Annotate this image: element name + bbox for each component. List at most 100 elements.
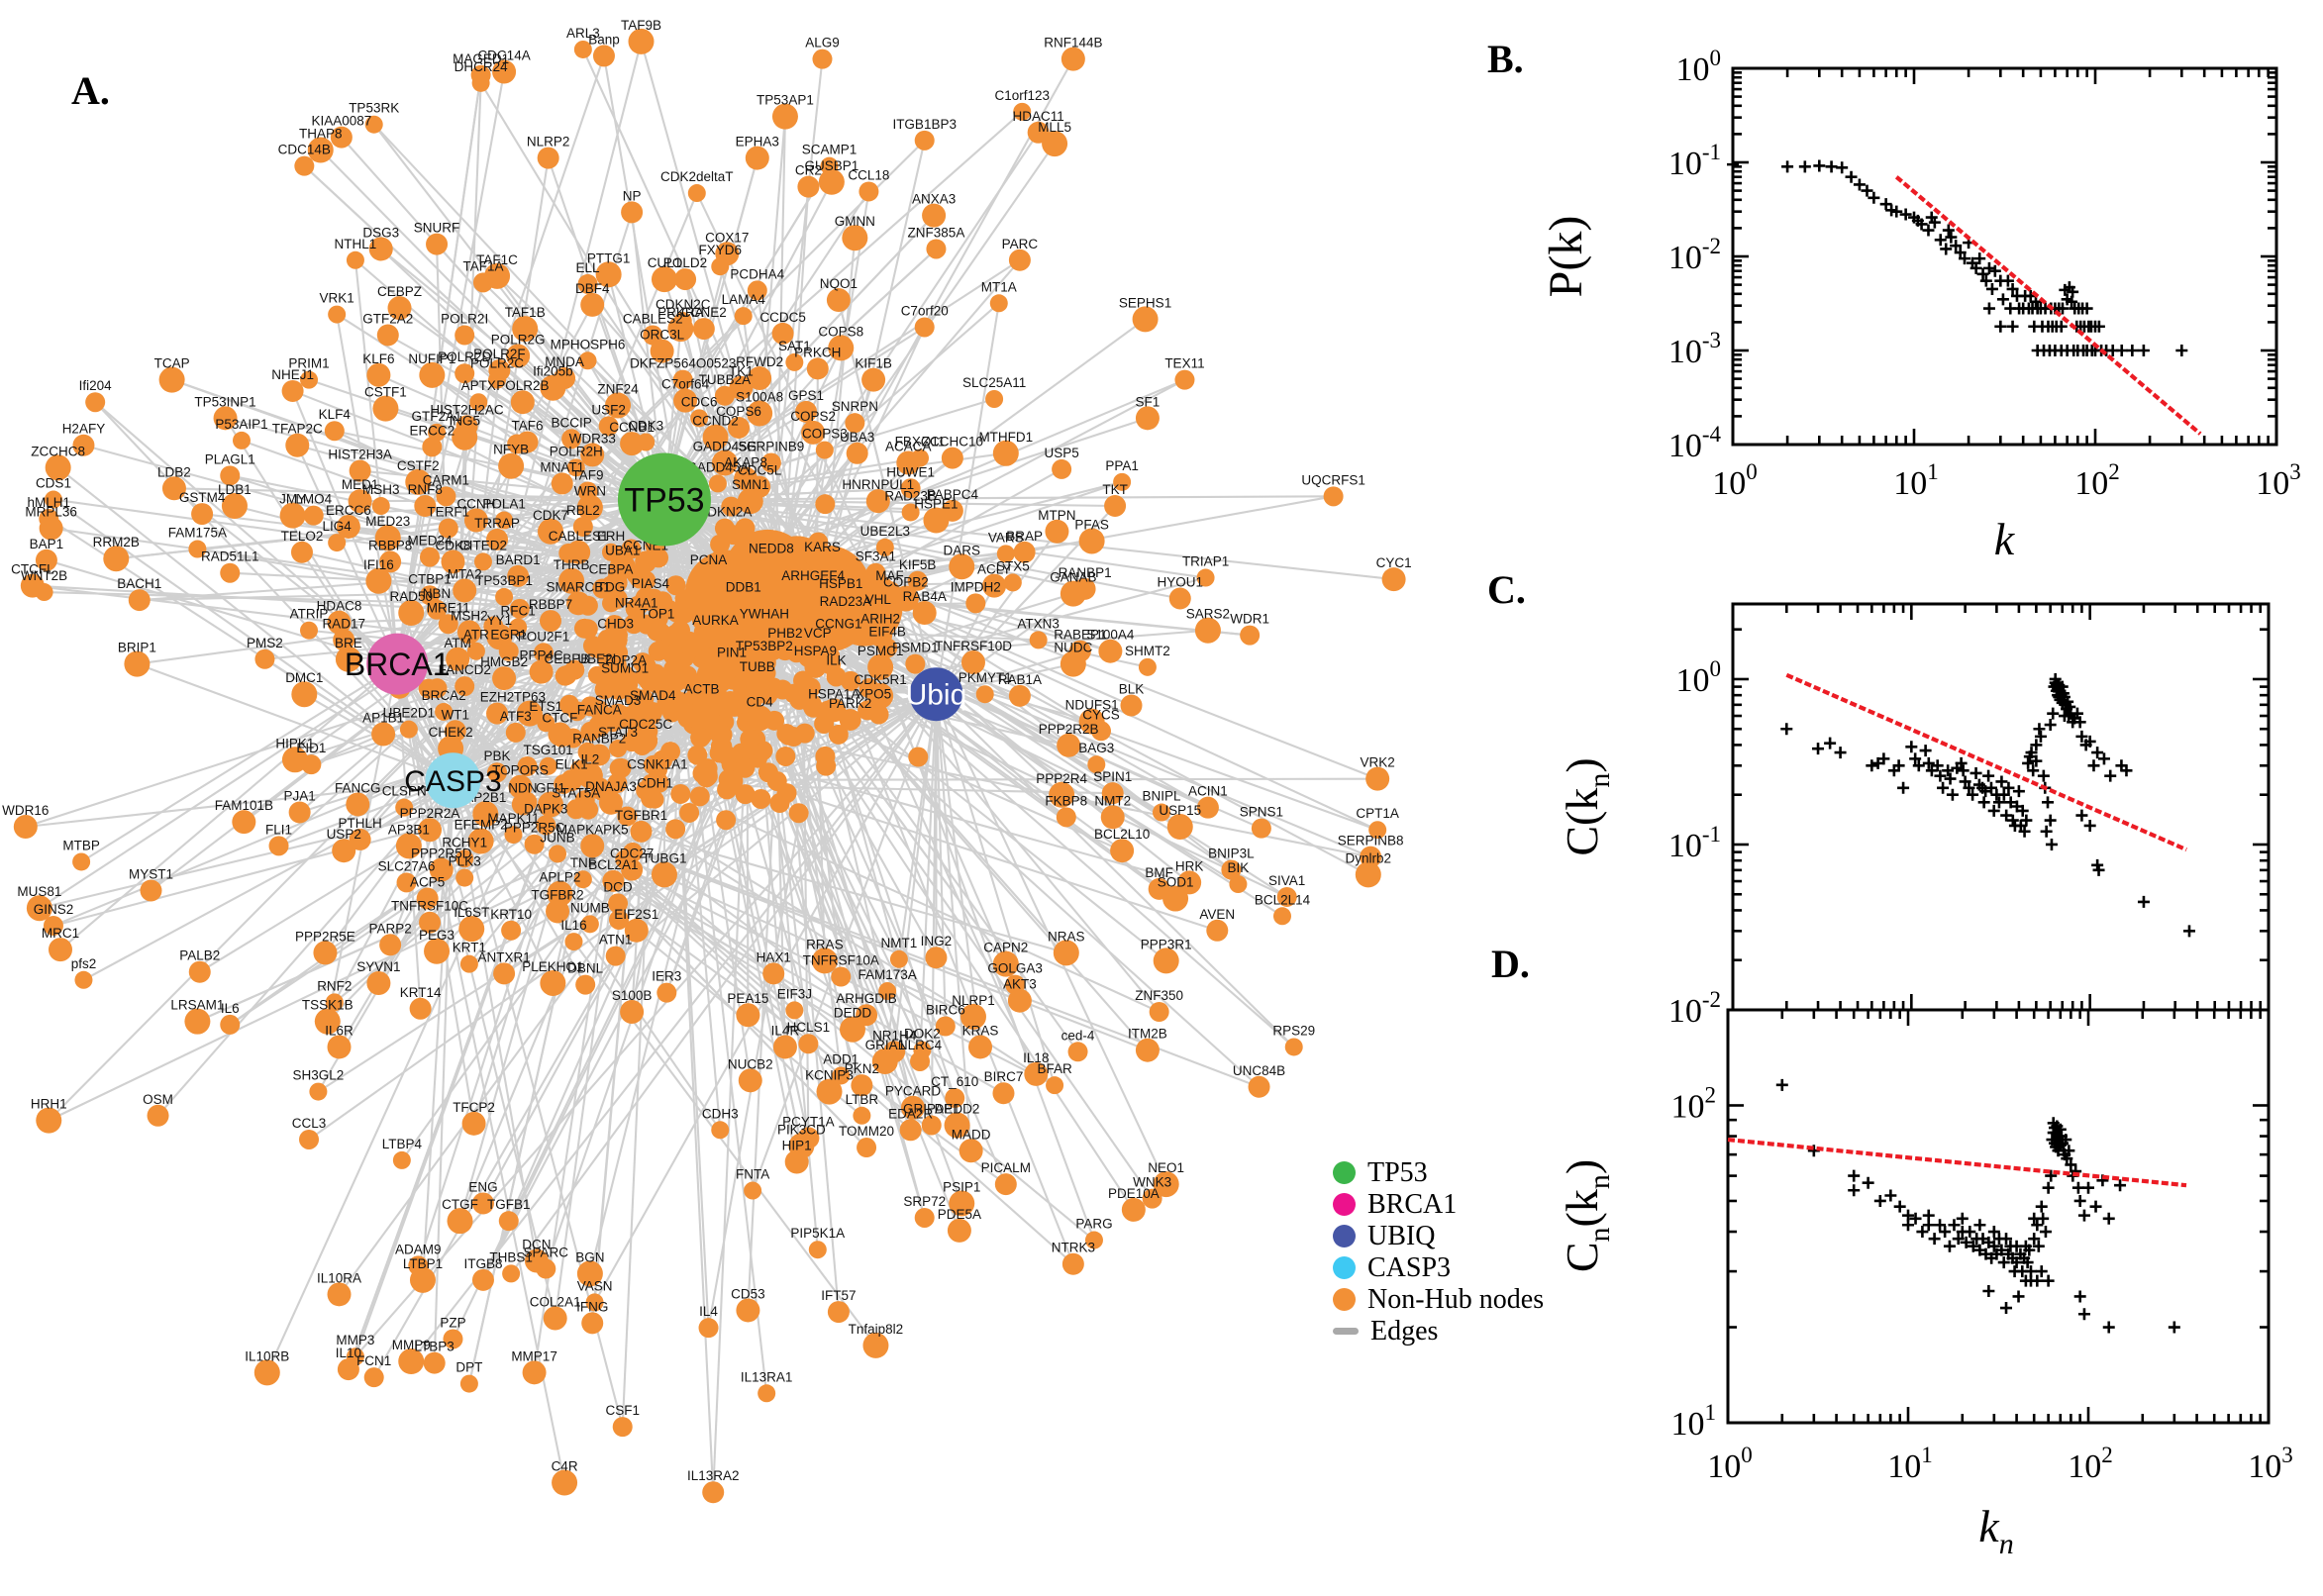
- network-node: [488, 358, 511, 381]
- network-node: [45, 454, 71, 481]
- node-label: SARS2: [1186, 607, 1230, 622]
- network-node: [1229, 875, 1248, 894]
- node-label: CCNB1: [609, 420, 655, 435]
- network-node: [595, 261, 622, 288]
- network-node: [826, 666, 847, 687]
- node-label: Tnfaip8l2: [849, 1322, 904, 1337]
- tick-label: 10-2: [1668, 987, 1721, 1030]
- node-label: ACLY: [977, 562, 1011, 577]
- network-node: [992, 1082, 1015, 1105]
- network-node: [1052, 458, 1072, 479]
- network-node: [327, 1035, 352, 1059]
- network-node: [687, 184, 706, 203]
- network-node: [124, 650, 151, 677]
- node-label: RAD23B: [884, 488, 937, 503]
- network-node: [566, 591, 591, 616]
- node-label: IL2: [580, 751, 599, 766]
- node-label: DDB1: [726, 579, 761, 594]
- node-label: BIK: [1228, 860, 1250, 875]
- network-node: [438, 518, 458, 539]
- node-label: S100A8: [736, 390, 783, 405]
- network-node: [300, 621, 319, 640]
- network-node: [314, 1008, 341, 1035]
- node-label: TEX11: [1164, 356, 1204, 371]
- node-label: HUWE1: [886, 464, 935, 479]
- network-node: [734, 307, 753, 326]
- node-label: VARS: [988, 530, 1024, 545]
- network-node: [1060, 650, 1086, 677]
- network-node: [333, 629, 355, 651]
- node-label: CCNH: [456, 497, 495, 512]
- node-label: ZCCHC8: [31, 444, 85, 458]
- node-label: ERCC2: [409, 423, 454, 438]
- network-node: [472, 272, 493, 293]
- node-label: SPIN1: [1093, 769, 1132, 784]
- node-label: EDA2R: [888, 1106, 933, 1121]
- network-node: [566, 458, 585, 477]
- node-label: KRAS: [962, 1023, 999, 1038]
- node-label: NBN: [423, 586, 452, 601]
- node-label: TRIAP1: [1182, 554, 1229, 569]
- network-node: [346, 792, 370, 817]
- nonhub-nodes: [13, 28, 1406, 1504]
- node-label: EIF3J: [777, 986, 812, 1001]
- node-label: DARS: [943, 543, 980, 557]
- node-label: SH3GL2: [293, 1068, 345, 1083]
- node-label: IL6ST: [454, 905, 489, 920]
- network-node: [409, 997, 432, 1020]
- node-label: ELK1: [556, 756, 588, 771]
- network-node: [307, 137, 334, 163]
- node-label: SYVN1: [356, 959, 400, 974]
- node-label: BRCA2: [422, 688, 466, 703]
- node-label: USP2: [327, 827, 361, 842]
- node-label: NDUFS1: [1065, 698, 1119, 713]
- node-label: VCP: [804, 626, 832, 641]
- network-node: [857, 1138, 877, 1158]
- network-node: [473, 552, 492, 571]
- network-node: [349, 828, 371, 850]
- node-label: TFCP2: [453, 1100, 495, 1115]
- network-node: [548, 722, 572, 747]
- node-label: VRK1: [320, 291, 354, 306]
- network-node: [878, 982, 897, 1001]
- node-label: SHMT2: [1125, 644, 1170, 658]
- node-label: MPHOSPH6: [551, 337, 626, 351]
- network-node: [772, 1035, 797, 1059]
- node-label: TSSK1B: [302, 998, 354, 1013]
- network-node: [1061, 1252, 1084, 1275]
- network-node: [630, 820, 653, 843]
- node-label: SRP72: [903, 1194, 946, 1209]
- network-node: [572, 516, 593, 537]
- node-label: Ifi204: [79, 378, 113, 393]
- node-label: COPB2: [883, 575, 929, 590]
- network-node: [422, 437, 443, 457]
- axes-frame: [1731, 602, 2271, 1012]
- tick-label: 103: [2256, 459, 2301, 502]
- node-label: PDE5A: [938, 1207, 981, 1222]
- network-node: [573, 870, 592, 889]
- network-node: [1113, 472, 1132, 491]
- node-label: KRT1: [453, 941, 486, 955]
- node-label: NR1H4: [872, 1028, 917, 1043]
- tick-label: 10-2: [1668, 234, 1721, 276]
- network-node: [506, 344, 531, 368]
- data-points: [1780, 672, 2195, 938]
- network-node: [965, 593, 986, 614]
- tick-label: 101: [1893, 459, 1939, 502]
- node-label: PZP: [440, 1315, 465, 1330]
- node-label: RAD23A: [820, 594, 872, 609]
- network-node: [992, 950, 1019, 977]
- network-node: [985, 390, 1004, 408]
- node-label: PIN1: [717, 645, 747, 659]
- node-label: ALG9: [805, 36, 840, 50]
- node-label: UBA3: [840, 430, 874, 445]
- node-label: PABPC4: [927, 487, 979, 502]
- network-node: [516, 431, 539, 453]
- network-node: [396, 872, 417, 893]
- node-label: FANCG: [335, 780, 381, 795]
- network-node: [325, 993, 344, 1012]
- network-node: [147, 1104, 169, 1127]
